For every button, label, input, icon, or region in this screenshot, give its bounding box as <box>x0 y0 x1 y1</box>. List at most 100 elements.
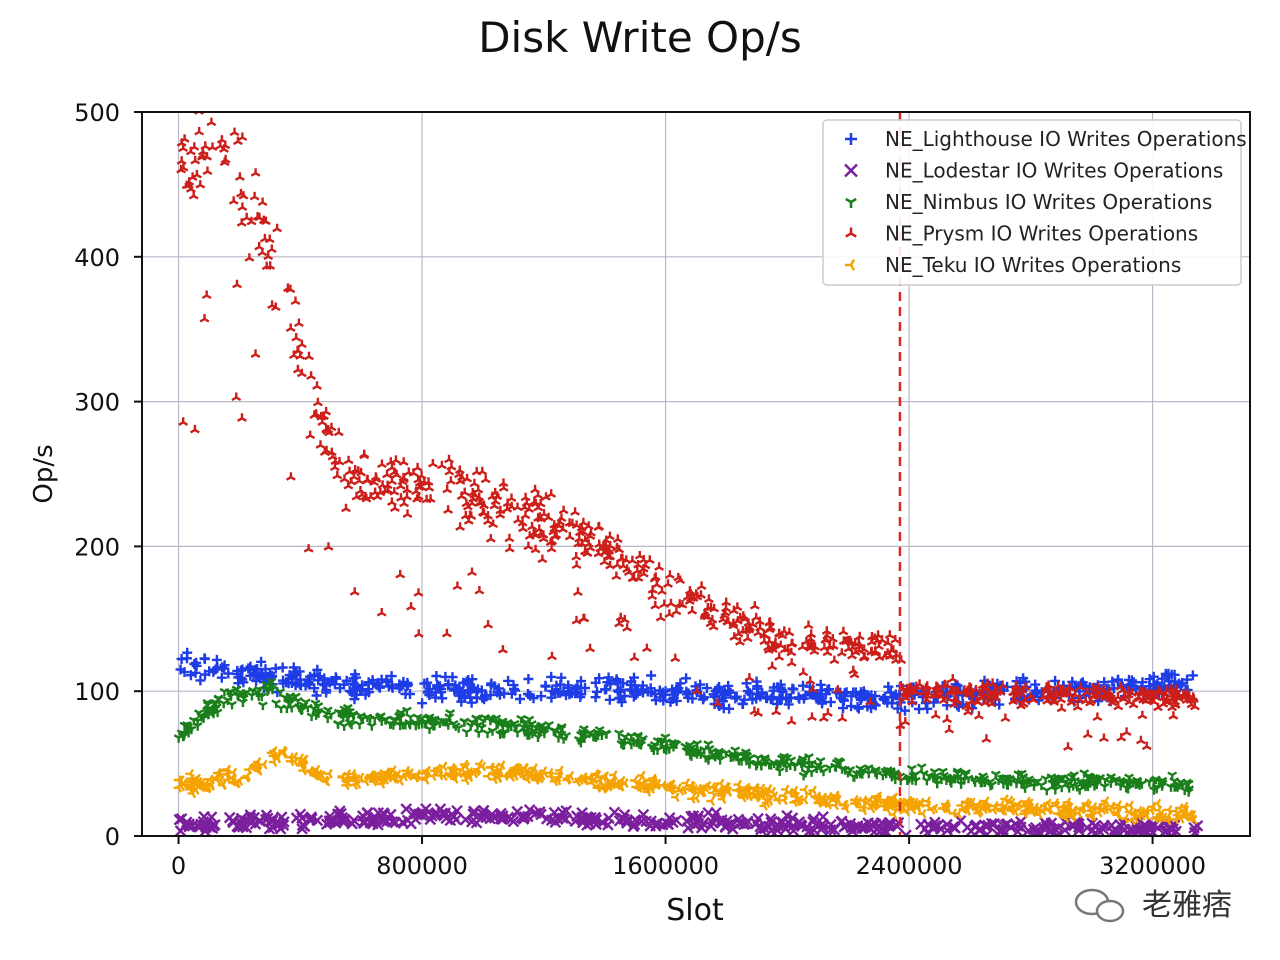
data-point <box>363 677 374 688</box>
data-point <box>870 700 881 711</box>
data-point <box>346 687 357 698</box>
data-point <box>695 679 706 690</box>
data-point <box>444 454 454 464</box>
data-point <box>336 811 349 824</box>
data-point <box>786 812 799 824</box>
data-point <box>465 815 478 828</box>
data-point <box>1167 822 1179 835</box>
data-point <box>279 693 290 703</box>
wechat-icon <box>1074 888 1125 923</box>
data-point <box>344 707 355 717</box>
data-point <box>440 671 451 682</box>
data-point <box>346 817 358 830</box>
data-point <box>631 689 641 700</box>
data-point <box>1109 823 1122 835</box>
data-point <box>703 594 714 603</box>
data-point <box>572 587 583 596</box>
data-point <box>257 701 268 711</box>
data-point <box>228 196 239 205</box>
data-point <box>250 168 261 177</box>
data-point <box>473 684 483 695</box>
data-point <box>781 693 792 704</box>
data-point <box>188 190 199 200</box>
data-point <box>1137 677 1148 688</box>
data-point <box>803 764 813 773</box>
data-point <box>1166 669 1177 680</box>
data-point <box>884 630 895 639</box>
data-point <box>579 734 590 743</box>
data-point <box>442 484 453 494</box>
data-point <box>471 466 482 476</box>
data-point <box>231 685 242 695</box>
data-point <box>318 678 329 689</box>
data-point <box>390 455 401 464</box>
data-point <box>194 127 205 136</box>
data-point <box>744 673 755 682</box>
data-point <box>779 790 788 801</box>
data-point <box>1053 808 1062 819</box>
data-point <box>670 653 681 663</box>
y-tick-label: 400 <box>74 244 120 272</box>
data-point <box>349 587 360 596</box>
data-point <box>1020 784 1031 793</box>
data-point <box>400 720 411 730</box>
data-point <box>616 553 627 563</box>
y-tick-label: 300 <box>74 389 120 417</box>
data-point <box>519 723 530 733</box>
chart-title: Disk Write Op/s <box>478 13 802 62</box>
data-point <box>222 101 231 109</box>
data-point <box>705 820 717 833</box>
data-point <box>1124 773 1134 783</box>
data-point <box>480 713 490 723</box>
data-point <box>173 782 183 793</box>
data-point <box>497 645 508 654</box>
data-point <box>883 681 894 692</box>
data-point <box>637 686 648 697</box>
data-point <box>1092 712 1103 722</box>
data-point <box>930 710 941 719</box>
data-point <box>664 570 675 579</box>
data-point <box>637 734 648 744</box>
watermark-text: 老雅痞 <box>1142 888 1232 923</box>
data-point <box>973 711 984 720</box>
data-point <box>556 513 567 523</box>
data-point <box>285 472 296 481</box>
data-point <box>264 668 275 679</box>
data-point <box>290 680 301 691</box>
data-point <box>779 626 790 635</box>
data-point <box>641 643 652 653</box>
data-point <box>693 747 704 757</box>
data-point <box>424 813 437 826</box>
data-point <box>539 726 550 736</box>
data-point <box>441 628 452 638</box>
legend-label: NE_Teku IO Writes Operations <box>885 253 1181 277</box>
data-point <box>732 751 743 761</box>
data-point <box>613 693 624 704</box>
data-point <box>555 687 566 698</box>
data-point <box>854 631 865 641</box>
data-point <box>683 745 694 754</box>
data-point <box>790 762 801 772</box>
data-point <box>628 691 639 702</box>
data-point <box>259 233 270 243</box>
data-point <box>585 643 596 653</box>
data-point <box>189 424 200 434</box>
data-point <box>232 279 242 289</box>
data-point <box>173 813 186 826</box>
data-point <box>516 714 527 724</box>
data-point <box>1056 703 1067 713</box>
data-point <box>797 757 808 767</box>
data-point <box>800 690 811 701</box>
legend-label: NE_Lighthouse IO Writes Operations <box>885 127 1247 151</box>
data-point <box>576 676 586 687</box>
data-point <box>492 720 503 729</box>
data-point <box>1069 771 1080 780</box>
data-point <box>663 811 676 824</box>
data-point <box>527 729 538 739</box>
data-point <box>627 555 638 565</box>
data-point <box>424 690 435 701</box>
data-point <box>369 811 381 824</box>
legend-item: NE_Lodestar IO Writes Operations <box>844 159 1223 183</box>
data-point <box>725 687 736 698</box>
data-point <box>978 772 988 781</box>
